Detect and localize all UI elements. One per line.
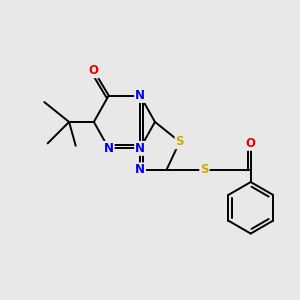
Text: N: N xyxy=(135,163,145,176)
Text: N: N xyxy=(104,142,114,155)
Text: O: O xyxy=(246,137,256,150)
Text: N: N xyxy=(135,142,145,155)
Text: O: O xyxy=(89,64,99,77)
Text: S: S xyxy=(200,163,209,176)
Text: S: S xyxy=(176,135,184,148)
Text: N: N xyxy=(135,89,145,102)
